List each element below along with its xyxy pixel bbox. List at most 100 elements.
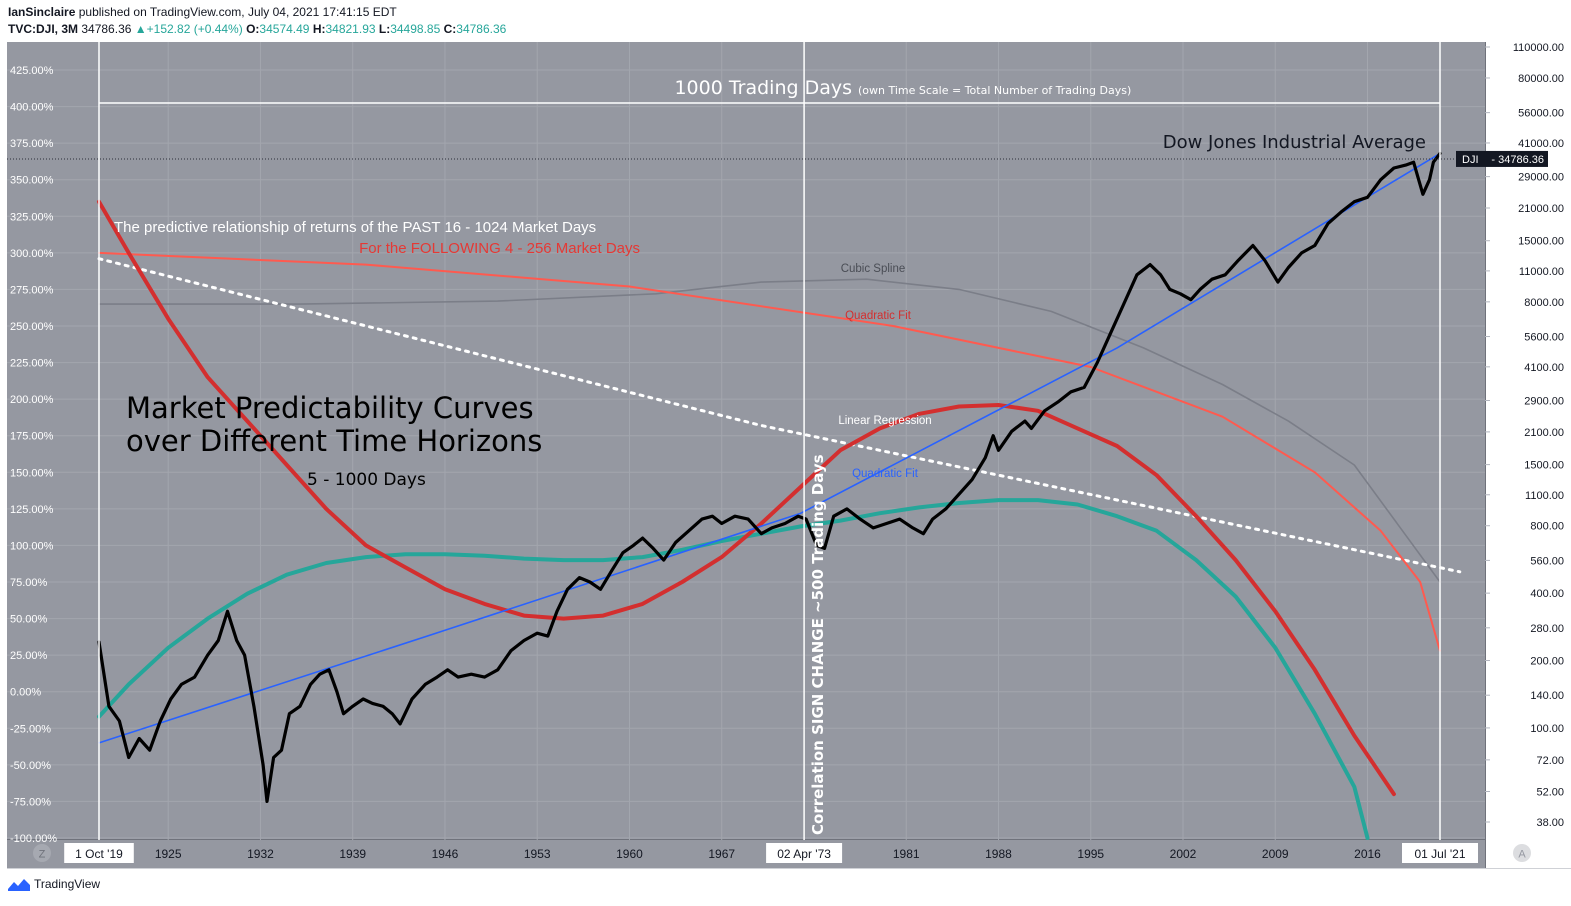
left-tick-label: 225.00% bbox=[10, 358, 54, 370]
left-tick-label: 325.00% bbox=[10, 211, 54, 223]
left-axis-ticks: 425.00% 400.00% 375.00% 350.00% 325.00% 300.0… bbox=[10, 65, 57, 845]
gridlines bbox=[7, 42, 1485, 840]
days-label: 1000 Trading Days bbox=[674, 77, 852, 99]
right-axis-bg bbox=[1485, 42, 1571, 869]
left-tick-label: 350.00% bbox=[10, 175, 54, 187]
publish-text: published on TradingView.com, July 04, 2… bbox=[78, 5, 397, 19]
chart-subtitle: 5 - 1000 Days bbox=[307, 470, 426, 490]
left-tick-label: 275.00% bbox=[10, 284, 54, 296]
teal-curve-line bbox=[97, 498, 1370, 840]
left-tick-label: 125.00% bbox=[10, 504, 54, 516]
tradingview-logo-icon bbox=[8, 878, 30, 891]
ohlc-value: 34786.36 bbox=[456, 22, 507, 36]
left-tick-label: 200.00% bbox=[10, 394, 54, 406]
time-tick-label: 1946 bbox=[432, 847, 459, 861]
right-tick-label: 56000.00 bbox=[1518, 108, 1564, 120]
annotation-labels: 1000 Trading Days (own Time Scale = Total… bbox=[114, 77, 1426, 835]
time-tick-label: 1981 bbox=[893, 847, 920, 861]
series-layer bbox=[7, 151, 1485, 840]
time-tick-label: 1995 bbox=[1077, 847, 1104, 861]
right-tick-label: 800.00 bbox=[1530, 521, 1564, 533]
ohlc-value: 34821.93 bbox=[325, 22, 379, 36]
auto-scale-button[interactable] bbox=[1513, 844, 1531, 862]
time-tick-label: 1925 bbox=[155, 847, 182, 861]
right-tick-label: 100.00 bbox=[1530, 723, 1564, 735]
linear-regression-label: Linear Regression bbox=[838, 415, 931, 427]
ohlc-key: O: bbox=[246, 22, 260, 36]
cubic-spline-line bbox=[98, 278, 1441, 583]
auto-icon: A bbox=[1518, 849, 1526, 861]
left-tick-label: 150.00% bbox=[10, 467, 54, 479]
price-badge bbox=[1456, 150, 1548, 167]
predictive-text-2: For the FOLLOWING 4 - 256 Market Days bbox=[359, 240, 640, 257]
right-tick-label: 2900.00 bbox=[1524, 396, 1564, 408]
dji-label: Dow Jones Industrial Average bbox=[1163, 132, 1426, 153]
chart-title-line2: over Different Time Horizons bbox=[126, 424, 542, 458]
time-axis-ticks: 1925 1932 1939 1946 1953 1960 1967 1981 1988 1995… bbox=[64, 843, 1478, 863]
left-tick-label: 175.00% bbox=[10, 431, 54, 443]
symbol-label: TVC:DJI, 3M bbox=[8, 22, 79, 36]
right-tick-label: 72.00 bbox=[1536, 755, 1564, 767]
left-tick-label: 75.00% bbox=[10, 577, 48, 589]
red-quadratic-fit-line bbox=[98, 251, 1441, 652]
time-tick-label: 1932 bbox=[247, 847, 274, 861]
time-tick-label: 1988 bbox=[985, 847, 1012, 861]
blue-quadratic-fit-line bbox=[98, 152, 1441, 744]
symbol-info: TVC:DJI, 3M 34786.36 ▲+152.82 (+0.44%) O… bbox=[8, 22, 506, 36]
time-tick-label: 2002 bbox=[1170, 847, 1197, 861]
time-tick-label: 1953 bbox=[524, 847, 551, 861]
time-tick-label: 1960 bbox=[616, 847, 643, 861]
left-tick-label: 50.00% bbox=[10, 614, 48, 626]
right-tick-label: 41000.00 bbox=[1518, 138, 1564, 150]
right-tick-label: 1100.00 bbox=[1525, 490, 1564, 502]
time-highlight-box bbox=[64, 843, 134, 863]
days-note: (own Time Scale = Total Number of Tradin… bbox=[858, 84, 1131, 97]
left-tick-label: 250.00% bbox=[10, 321, 54, 333]
linear-regression-line bbox=[97, 257, 1462, 574]
time-axis-bg bbox=[7, 840, 1485, 869]
predictive-text-1: The predictive relationship of returns o… bbox=[114, 219, 596, 236]
right-tick-label: 29000.00 bbox=[1518, 172, 1564, 184]
last-price: 34786.36 bbox=[81, 22, 132, 36]
right-tick-label: 560.00 bbox=[1530, 555, 1564, 567]
right-axis-ticks: 110000.00 80000.00 56000.00 41000.00 29000.0… bbox=[1485, 42, 1564, 829]
left-tick-label: 25.00% bbox=[10, 650, 48, 662]
time-tick-label: 1967 bbox=[708, 847, 735, 861]
price-line bbox=[97, 151, 1442, 804]
vertical-markers: DJI - 34786.36 bbox=[98, 42, 1548, 840]
right-tick-label: 21000.00 bbox=[1518, 203, 1564, 215]
right-tick-label: 200.00 bbox=[1530, 656, 1564, 668]
ohlc-value: 34574.49 bbox=[259, 22, 313, 36]
right-tick-label: 38.00 bbox=[1536, 817, 1564, 829]
correlation-sign-change-label: Correlation SIGN CHANGE ~500 Trading Day… bbox=[809, 454, 827, 835]
price-badge-value: - 34786.36 bbox=[1491, 154, 1544, 166]
right-tick-label: 140.00 bbox=[1530, 690, 1564, 702]
right-tick-label: 400.00 bbox=[1530, 588, 1564, 600]
quadratic-fit-red-label: Quadratic Fit bbox=[845, 310, 912, 322]
time-highlight-box bbox=[766, 843, 843, 863]
axis-buttons: Z A bbox=[33, 844, 1531, 862]
publish-info: IanSinclaire published on TradingView.co… bbox=[8, 5, 397, 19]
red-curve-line bbox=[97, 199, 1396, 797]
price-change: +152.82 (+0.44%) bbox=[146, 22, 243, 36]
left-tick-label: 300.00% bbox=[10, 248, 54, 260]
ohlc-key: H: bbox=[312, 22, 326, 36]
time-highlight-box bbox=[1402, 843, 1478, 863]
right-tick-label: 110000.00 bbox=[1513, 42, 1564, 54]
author-name[interactable]: IanSinclaire bbox=[8, 5, 76, 19]
right-tick-label: 15000.00 bbox=[1518, 236, 1564, 248]
footer: TradingView bbox=[8, 877, 100, 891]
footer-brand[interactable]: TradingView bbox=[34, 877, 101, 891]
right-tick-label: 80000.00 bbox=[1518, 73, 1564, 85]
right-tick-label: 2100.00 bbox=[1524, 427, 1564, 439]
right-tick-label: 52.00 bbox=[1536, 787, 1564, 799]
price-badge-symbol: DJI bbox=[1462, 154, 1479, 166]
left-tick-label: 375.00% bbox=[10, 138, 54, 150]
left-tick-label: -50.00% bbox=[10, 760, 51, 772]
cubic-spline-label: Cubic Spline bbox=[841, 263, 906, 275]
right-tick-label: 11000.00 bbox=[1519, 266, 1564, 278]
left-tick-label: 425.00% bbox=[10, 65, 54, 77]
time-highlight-label: 01 Jul '21 bbox=[1415, 847, 1466, 861]
zoom-button[interactable] bbox=[33, 844, 51, 862]
